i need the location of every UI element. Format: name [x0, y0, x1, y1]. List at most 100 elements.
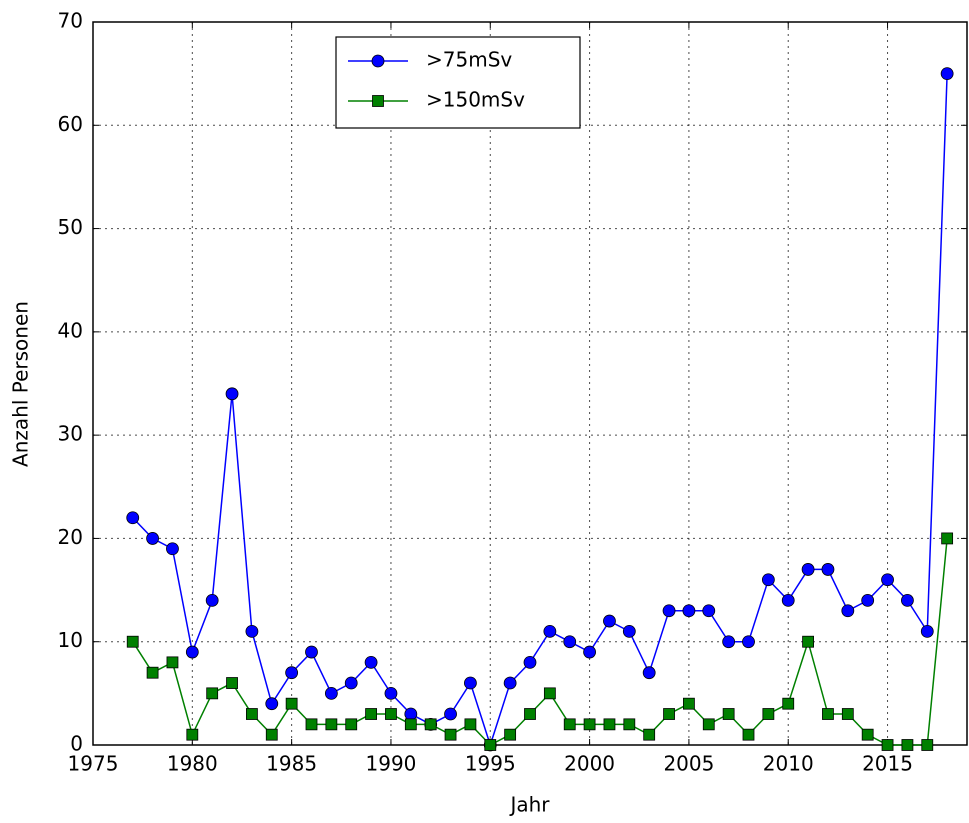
data-point — [225, 387, 239, 401]
data-point — [444, 728, 457, 741]
data-point — [802, 635, 814, 648]
data-point — [623, 718, 636, 731]
data-point — [384, 686, 398, 700]
data-point — [920, 624, 934, 638]
data-point — [822, 708, 834, 720]
data-point — [344, 676, 358, 690]
legend-label: >75mSv — [426, 48, 512, 72]
y-tick-label: 0 — [70, 732, 83, 756]
data-point — [841, 708, 854, 720]
data-point — [364, 655, 378, 669]
data-point — [722, 708, 735, 720]
data-point — [484, 739, 497, 751]
data-point — [762, 708, 775, 720]
data-point — [583, 718, 596, 731]
data-point — [683, 697, 695, 710]
plot-frame — [92, 21, 968, 746]
data-point — [941, 532, 954, 545]
data-point — [742, 635, 755, 649]
y-tick-label: 60 — [58, 112, 83, 136]
x-tick-label: 1985 — [266, 752, 317, 776]
data-point — [603, 614, 616, 628]
y-axis-label: Anzahl Personen — [9, 301, 33, 467]
y-tick-label: 70 — [58, 9, 83, 33]
x-tick-label: 1980 — [167, 752, 218, 776]
data-point — [285, 697, 298, 710]
data-point — [643, 728, 656, 741]
data-point — [265, 728, 278, 741]
data-point — [543, 687, 556, 700]
y-tick-label: 40 — [58, 318, 83, 342]
data-point — [245, 624, 259, 638]
data-point — [206, 687, 219, 700]
data-point — [285, 666, 299, 680]
data-point — [205, 594, 219, 607]
data-point — [563, 635, 577, 649]
legend-label: >150mSv — [426, 88, 525, 112]
x-tick-label: 2000 — [564, 752, 615, 776]
data-point — [543, 624, 557, 638]
series-line — [132, 73, 948, 748]
data-point — [742, 728, 755, 741]
data-point — [464, 718, 477, 731]
x-tick-label: 2005 — [663, 752, 714, 776]
data-point — [682, 604, 696, 618]
data-point — [921, 739, 934, 751]
data-point — [185, 645, 199, 659]
data-point — [126, 511, 140, 525]
data-point — [404, 718, 417, 731]
data-point — [583, 645, 596, 659]
y-tick-label: 10 — [58, 628, 83, 652]
data-point — [901, 739, 914, 751]
data-point — [881, 573, 894, 587]
data-point — [524, 708, 536, 720]
data-point — [404, 707, 418, 721]
data-point — [503, 676, 517, 690]
data-point — [464, 676, 477, 690]
data-point — [801, 563, 815, 576]
data-point — [166, 656, 179, 669]
legend-marker — [372, 95, 384, 107]
data-point — [861, 728, 874, 741]
data-point — [722, 635, 736, 649]
x-tick-label: 1990 — [366, 752, 417, 776]
data-point — [444, 707, 457, 721]
y-tick-label: 20 — [58, 525, 83, 549]
data-point — [385, 708, 397, 720]
data-point — [325, 718, 338, 731]
data-point — [365, 708, 377, 720]
data-point — [523, 655, 537, 669]
data-point — [305, 718, 318, 731]
data-point — [246, 708, 258, 720]
x-tick-label: 1975 — [68, 752, 119, 776]
data-point — [662, 604, 676, 618]
data-point — [146, 532, 159, 545]
data-point — [702, 604, 716, 618]
data-point — [305, 645, 318, 659]
data-point — [702, 718, 715, 731]
data-point — [345, 718, 358, 731]
data-point — [622, 624, 636, 638]
data-point — [642, 666, 656, 680]
data-point — [761, 573, 775, 587]
data-point — [663, 708, 675, 720]
data-point — [881, 739, 894, 751]
x-axis-label: Jahr — [508, 793, 550, 817]
x-tick-label: 2015 — [862, 752, 913, 776]
x-tick-label: 2010 — [763, 752, 814, 776]
data-point — [861, 594, 875, 607]
data-point — [821, 563, 835, 576]
data-point — [901, 594, 914, 607]
data-point — [424, 718, 437, 731]
y-tick-label: 30 — [58, 422, 83, 446]
data-point — [186, 728, 199, 741]
legend-box — [335, 36, 581, 129]
x-tick-label: 1995 — [465, 752, 516, 776]
data-point — [226, 677, 238, 689]
data-point — [146, 666, 159, 679]
data-point — [324, 686, 338, 700]
data-point — [166, 542, 179, 556]
legend-marker — [371, 54, 385, 68]
data-point — [126, 635, 139, 648]
